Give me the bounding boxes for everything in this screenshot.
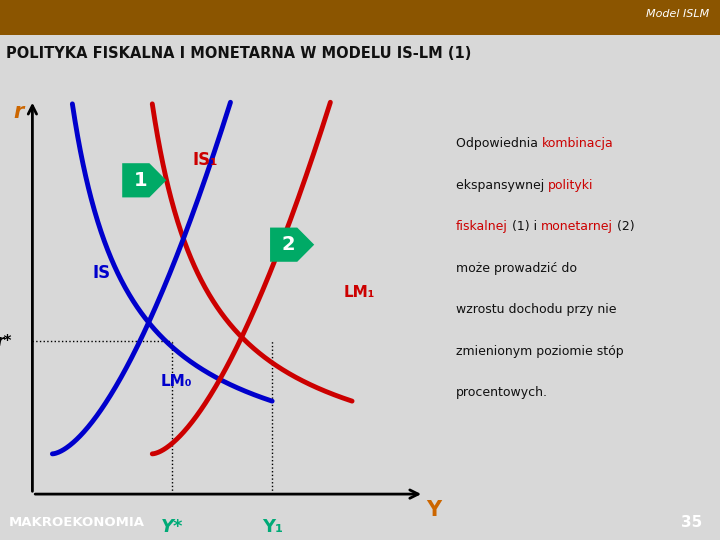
Polygon shape (270, 227, 314, 262)
Text: (2): (2) (613, 220, 634, 233)
Text: może prowadzić do: może prowadzić do (456, 262, 577, 275)
Text: Model ISLM: Model ISLM (646, 9, 709, 19)
Text: 1: 1 (133, 171, 147, 190)
Text: IS: IS (92, 264, 110, 282)
Text: wzrostu dochodu przy nie: wzrostu dochodu przy nie (456, 303, 616, 316)
Text: LM₀: LM₀ (161, 374, 192, 389)
Text: Y: Y (426, 500, 441, 520)
Text: kombinacja: kombinacja (542, 137, 613, 150)
Text: zmienionym poziomie stóp: zmienionym poziomie stóp (456, 345, 624, 357)
Text: polityki: polityki (548, 179, 594, 192)
Text: 2: 2 (282, 235, 295, 254)
Text: LM₁: LM₁ (344, 286, 375, 300)
Text: 35: 35 (680, 515, 702, 530)
Text: (1) i: (1) i (508, 220, 541, 233)
Text: POLITYKA FISKALNA I MONETARNA W MODELU IS-LM (1): POLITYKA FISKALNA I MONETARNA W MODELU I… (6, 46, 471, 61)
Text: Y*: Y* (161, 518, 184, 536)
Text: MAKROEKONOMIA: MAKROEKONOMIA (9, 516, 145, 529)
FancyBboxPatch shape (0, 0, 720, 35)
Text: ekspansywnej: ekspansywnej (456, 179, 548, 192)
Text: monetarnej: monetarnej (541, 220, 613, 233)
Polygon shape (122, 163, 166, 198)
Text: Y₁: Y₁ (261, 518, 283, 536)
Text: fiskalnej: fiskalnej (456, 220, 508, 233)
Text: Odpowiednia: Odpowiednia (456, 137, 542, 150)
Text: procentowych.: procentowych. (456, 386, 548, 399)
Text: r: r (13, 102, 24, 122)
Text: IS₁: IS₁ (192, 151, 217, 169)
Text: r*: r* (0, 334, 12, 349)
